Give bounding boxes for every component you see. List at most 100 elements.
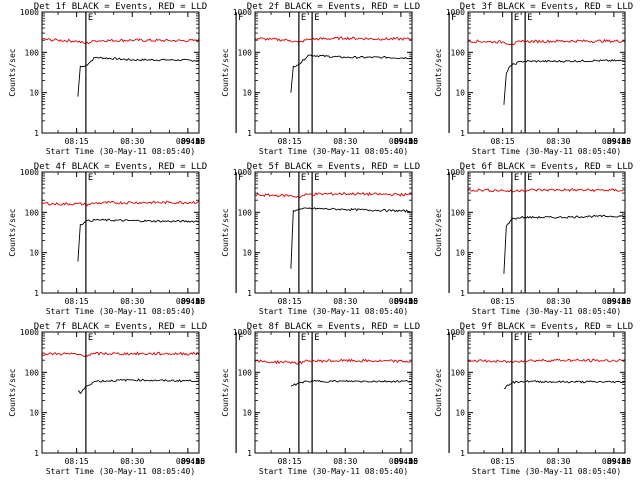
x-tick-label: 08:45	[602, 137, 626, 146]
y-axis-label: Counts/sec	[221, 48, 230, 96]
x-tick-label: 09:45	[607, 457, 631, 466]
x-tick-label: 09:30	[181, 137, 205, 146]
events-series-line	[290, 207, 412, 269]
chart-title: Det 8f BLACK = Events, RED = LLD	[247, 322, 420, 332]
lld-series-line	[42, 351, 199, 358]
marker-label: E	[514, 333, 519, 343]
plot-frame	[467, 11, 626, 134]
marker-label: F	[451, 333, 456, 343]
y-axis-label: Counts/sec	[221, 368, 230, 416]
x-tick-label: 09:30	[181, 457, 205, 466]
y-tick-label: 1	[247, 289, 252, 298]
x-tick-label: 08:45	[176, 457, 200, 466]
y-tick-label: 100	[25, 208, 40, 217]
x-tick-label: 08:45	[389, 137, 413, 146]
x-tick-label: 08:30	[333, 297, 357, 306]
x-tick-label: 09:15	[607, 457, 631, 466]
x-tick-label: 08:15	[278, 297, 302, 306]
x-axis-label: Start Time (30-May-11 08:05:40)	[259, 467, 408, 476]
x-tick-label: 08:45	[176, 297, 200, 306]
lld-series-line	[42, 200, 199, 207]
y-tick-label: 1000	[233, 328, 252, 337]
x-tick-label: 09:00	[607, 457, 631, 466]
x-tick-label: 09:30	[607, 137, 631, 146]
marker-label: E	[88, 333, 93, 343]
x-tick-label: 08:30	[333, 137, 357, 146]
x-tick-label: 09:45	[607, 137, 631, 146]
y-tick-label: 100	[451, 208, 466, 217]
y-axis-label: Counts/sec	[434, 368, 443, 416]
x-tick-label: 09:30	[181, 297, 205, 306]
x-tick-label: 09:45	[607, 297, 631, 306]
x-tick-label: 08:30	[120, 457, 144, 466]
y-tick-label: 10	[242, 409, 252, 418]
y-tick-label: 1000	[233, 168, 252, 177]
x-tick-label: 09:15	[181, 297, 205, 306]
y-tick-label: 1	[34, 129, 39, 138]
lld-series-line	[255, 36, 412, 44]
chart-title: Det 3f BLACK = Events, RED = LLD	[460, 2, 633, 12]
y-tick-label: 100	[238, 368, 253, 377]
lld-series-line	[42, 38, 199, 45]
x-axis-label: Start Time (30-May-11 08:05:40)	[46, 307, 195, 316]
y-axis-label: Counts/sec	[221, 208, 230, 256]
plot-frame	[254, 171, 413, 294]
marker-label: E	[527, 13, 532, 23]
chart-title: Det 4f BLACK = Events, RED = LLD	[34, 162, 207, 172]
x-tick-label: 09:00	[394, 297, 418, 306]
x-axis-label: Start Time (30-May-11 08:05:40)	[46, 147, 195, 156]
x-axis-label: Start Time (30-May-11 08:05:40)	[472, 147, 621, 156]
y-axis-label: Counts/sec	[434, 48, 443, 96]
y-axis-label: Counts/sec	[8, 368, 17, 416]
x-tick-label: 09:15	[394, 297, 418, 306]
y-tick-label: 10	[455, 409, 465, 418]
y-tick-label: 100	[25, 48, 40, 57]
x-axis-label: Start Time (30-May-11 08:05:40)	[46, 467, 195, 476]
x-tick-label: 09:30	[394, 457, 418, 466]
lld-series-line	[255, 358, 412, 365]
x-axis-label: Start Time (30-May-11 08:05:40)	[472, 307, 621, 316]
marker-label: F	[238, 13, 243, 23]
y-tick-label: 10	[455, 89, 465, 98]
y-tick-label: 10	[29, 89, 39, 98]
x-tick-label: 08:45	[389, 297, 413, 306]
marker-label: E	[514, 173, 519, 183]
y-tick-label: 100	[451, 368, 466, 377]
y-axis-label: Counts/sec	[434, 208, 443, 256]
x-tick-label: 08:45	[602, 457, 626, 466]
marker-label: F	[451, 13, 456, 23]
x-tick-label: 09:30	[394, 137, 418, 146]
x-tick-label: 09:30	[607, 457, 631, 466]
x-tick-label: 08:45	[176, 137, 200, 146]
x-tick-label: 09:45	[181, 457, 205, 466]
x-tick-label: 08:15	[65, 457, 89, 466]
marker-label: E	[301, 13, 306, 23]
x-tick-label: 08:30	[333, 457, 357, 466]
y-tick-label: 1000	[446, 168, 465, 177]
x-tick-label: 08:15	[491, 297, 515, 306]
x-tick-label: 08:15	[278, 137, 302, 146]
y-tick-label: 100	[238, 208, 253, 217]
plot-frame	[41, 331, 200, 454]
y-tick-label: 1	[460, 289, 465, 298]
x-tick-label: 08:15	[65, 137, 89, 146]
y-tick-label: 100	[451, 48, 466, 57]
x-tick-label: 08:45	[602, 297, 626, 306]
events-series-line	[503, 59, 625, 105]
y-tick-label: 10	[455, 249, 465, 258]
x-tick-label: 08:45	[389, 457, 413, 466]
x-tick-label: 09:15	[394, 137, 418, 146]
x-tick-label: 08:30	[546, 457, 570, 466]
marker-label: F	[238, 173, 243, 183]
y-tick-label: 1000	[233, 8, 252, 17]
lld-series-line	[468, 38, 625, 46]
marker-label: E	[301, 333, 306, 343]
events-series-line	[290, 54, 412, 93]
marker-label: F	[451, 173, 456, 183]
events-series-line	[503, 214, 625, 274]
